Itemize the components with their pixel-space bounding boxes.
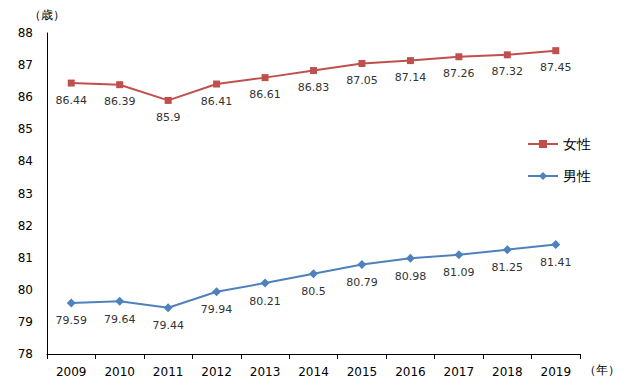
- svg-text:85: 85: [18, 122, 33, 136]
- svg-text:86.39: 86.39: [104, 95, 135, 108]
- svg-text:84: 84: [18, 154, 33, 168]
- svg-text:2014: 2014: [298, 365, 329, 379]
- svg-text:78: 78: [18, 347, 33, 361]
- svg-text:85.9: 85.9: [156, 111, 181, 124]
- svg-text:80.5: 80.5: [301, 285, 326, 298]
- svg-text:81.09: 81.09: [443, 266, 475, 279]
- svg-text:2009: 2009: [56, 365, 87, 379]
- svg-text:87.26: 87.26: [443, 67, 475, 80]
- svg-text:79.64: 79.64: [104, 313, 135, 326]
- svg-text:2011: 2011: [153, 365, 184, 379]
- svg-text:82: 82: [18, 219, 33, 233]
- svg-text:87.45: 87.45: [540, 61, 572, 74]
- svg-text:2012: 2012: [201, 365, 232, 379]
- svg-text:81.25: 81.25: [492, 261, 524, 274]
- svg-text:86.61: 86.61: [249, 88, 281, 101]
- svg-text:87.14: 87.14: [395, 71, 427, 84]
- svg-text:79.59: 79.59: [55, 314, 87, 327]
- svg-text:男性: 男性: [563, 168, 591, 184]
- svg-text:81: 81: [18, 251, 33, 265]
- svg-text:87.05: 87.05: [346, 74, 378, 87]
- svg-text:88: 88: [18, 26, 33, 40]
- svg-text:83: 83: [18, 187, 33, 201]
- svg-text:86: 86: [18, 90, 33, 104]
- svg-text:86.44: 86.44: [55, 94, 87, 107]
- svg-text:80.79: 80.79: [346, 276, 378, 289]
- svg-text:女性: 女性: [563, 136, 591, 152]
- svg-text:（年）: （年）: [584, 363, 620, 377]
- svg-text:81.41: 81.41: [540, 256, 572, 269]
- svg-text:80: 80: [18, 283, 33, 297]
- svg-text:79: 79: [18, 315, 33, 329]
- svg-text:2013: 2013: [250, 365, 281, 379]
- svg-text:80.21: 80.21: [249, 295, 281, 308]
- svg-text:87.32: 87.32: [492, 65, 524, 78]
- svg-text:2018: 2018: [492, 365, 523, 379]
- svg-text:（歳）: （歳）: [29, 8, 65, 22]
- svg-text:86.41: 86.41: [201, 95, 233, 108]
- svg-text:87: 87: [18, 58, 33, 72]
- svg-text:80.98: 80.98: [395, 270, 427, 283]
- svg-text:2010: 2010: [104, 365, 135, 379]
- svg-text:2016: 2016: [395, 365, 426, 379]
- svg-text:79.44: 79.44: [152, 319, 184, 332]
- svg-text:2017: 2017: [444, 365, 475, 379]
- svg-text:79.94: 79.94: [201, 303, 233, 316]
- svg-text:2015: 2015: [347, 365, 378, 379]
- svg-text:86.83: 86.83: [298, 81, 330, 94]
- svg-text:2019: 2019: [540, 365, 571, 379]
